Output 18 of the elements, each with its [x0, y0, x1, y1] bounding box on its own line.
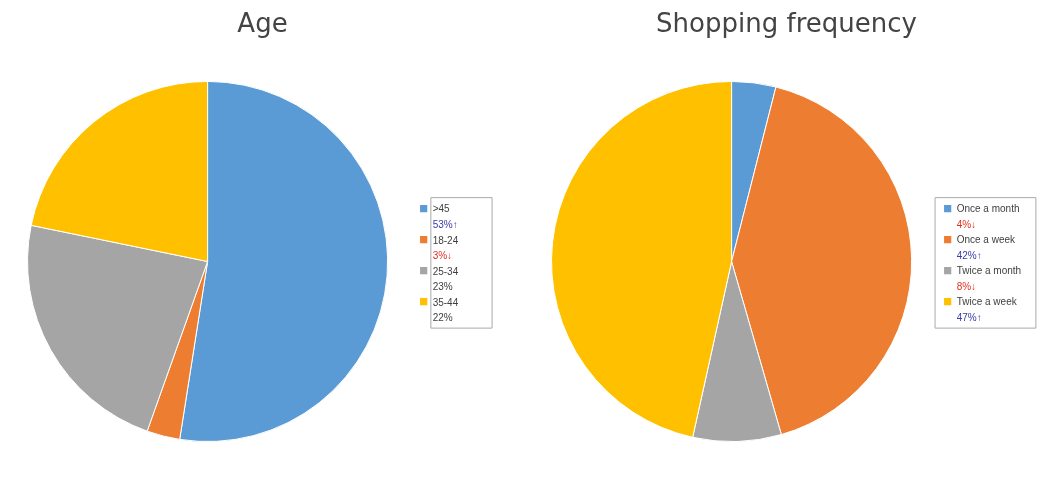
data-label: 22%	[432, 311, 453, 323]
chart-title: Shopping frequency	[656, 7, 917, 38]
legend-label: 35-44	[432, 296, 459, 308]
legend-label: Once a month	[956, 203, 1020, 215]
legend-label: 25-34	[432, 265, 459, 277]
data-label: 53%↑	[432, 218, 458, 230]
data-label: 42%↑	[956, 249, 982, 261]
legend-label: Twice a month	[956, 265, 1022, 277]
legend-label: Twice a week	[956, 296, 1018, 308]
data-label: 3%↓	[432, 249, 453, 261]
data-label: 8%↓	[956, 280, 977, 292]
data-label: 4%↓	[956, 218, 977, 230]
chart-title: Age	[237, 7, 288, 38]
data-label: 47%↑	[956, 311, 982, 323]
legend-label: 18-24	[432, 234, 459, 246]
legend-label: Once a week	[956, 234, 1017, 246]
legend-label: >45	[432, 203, 451, 215]
data-label: 23%	[432, 280, 453, 292]
